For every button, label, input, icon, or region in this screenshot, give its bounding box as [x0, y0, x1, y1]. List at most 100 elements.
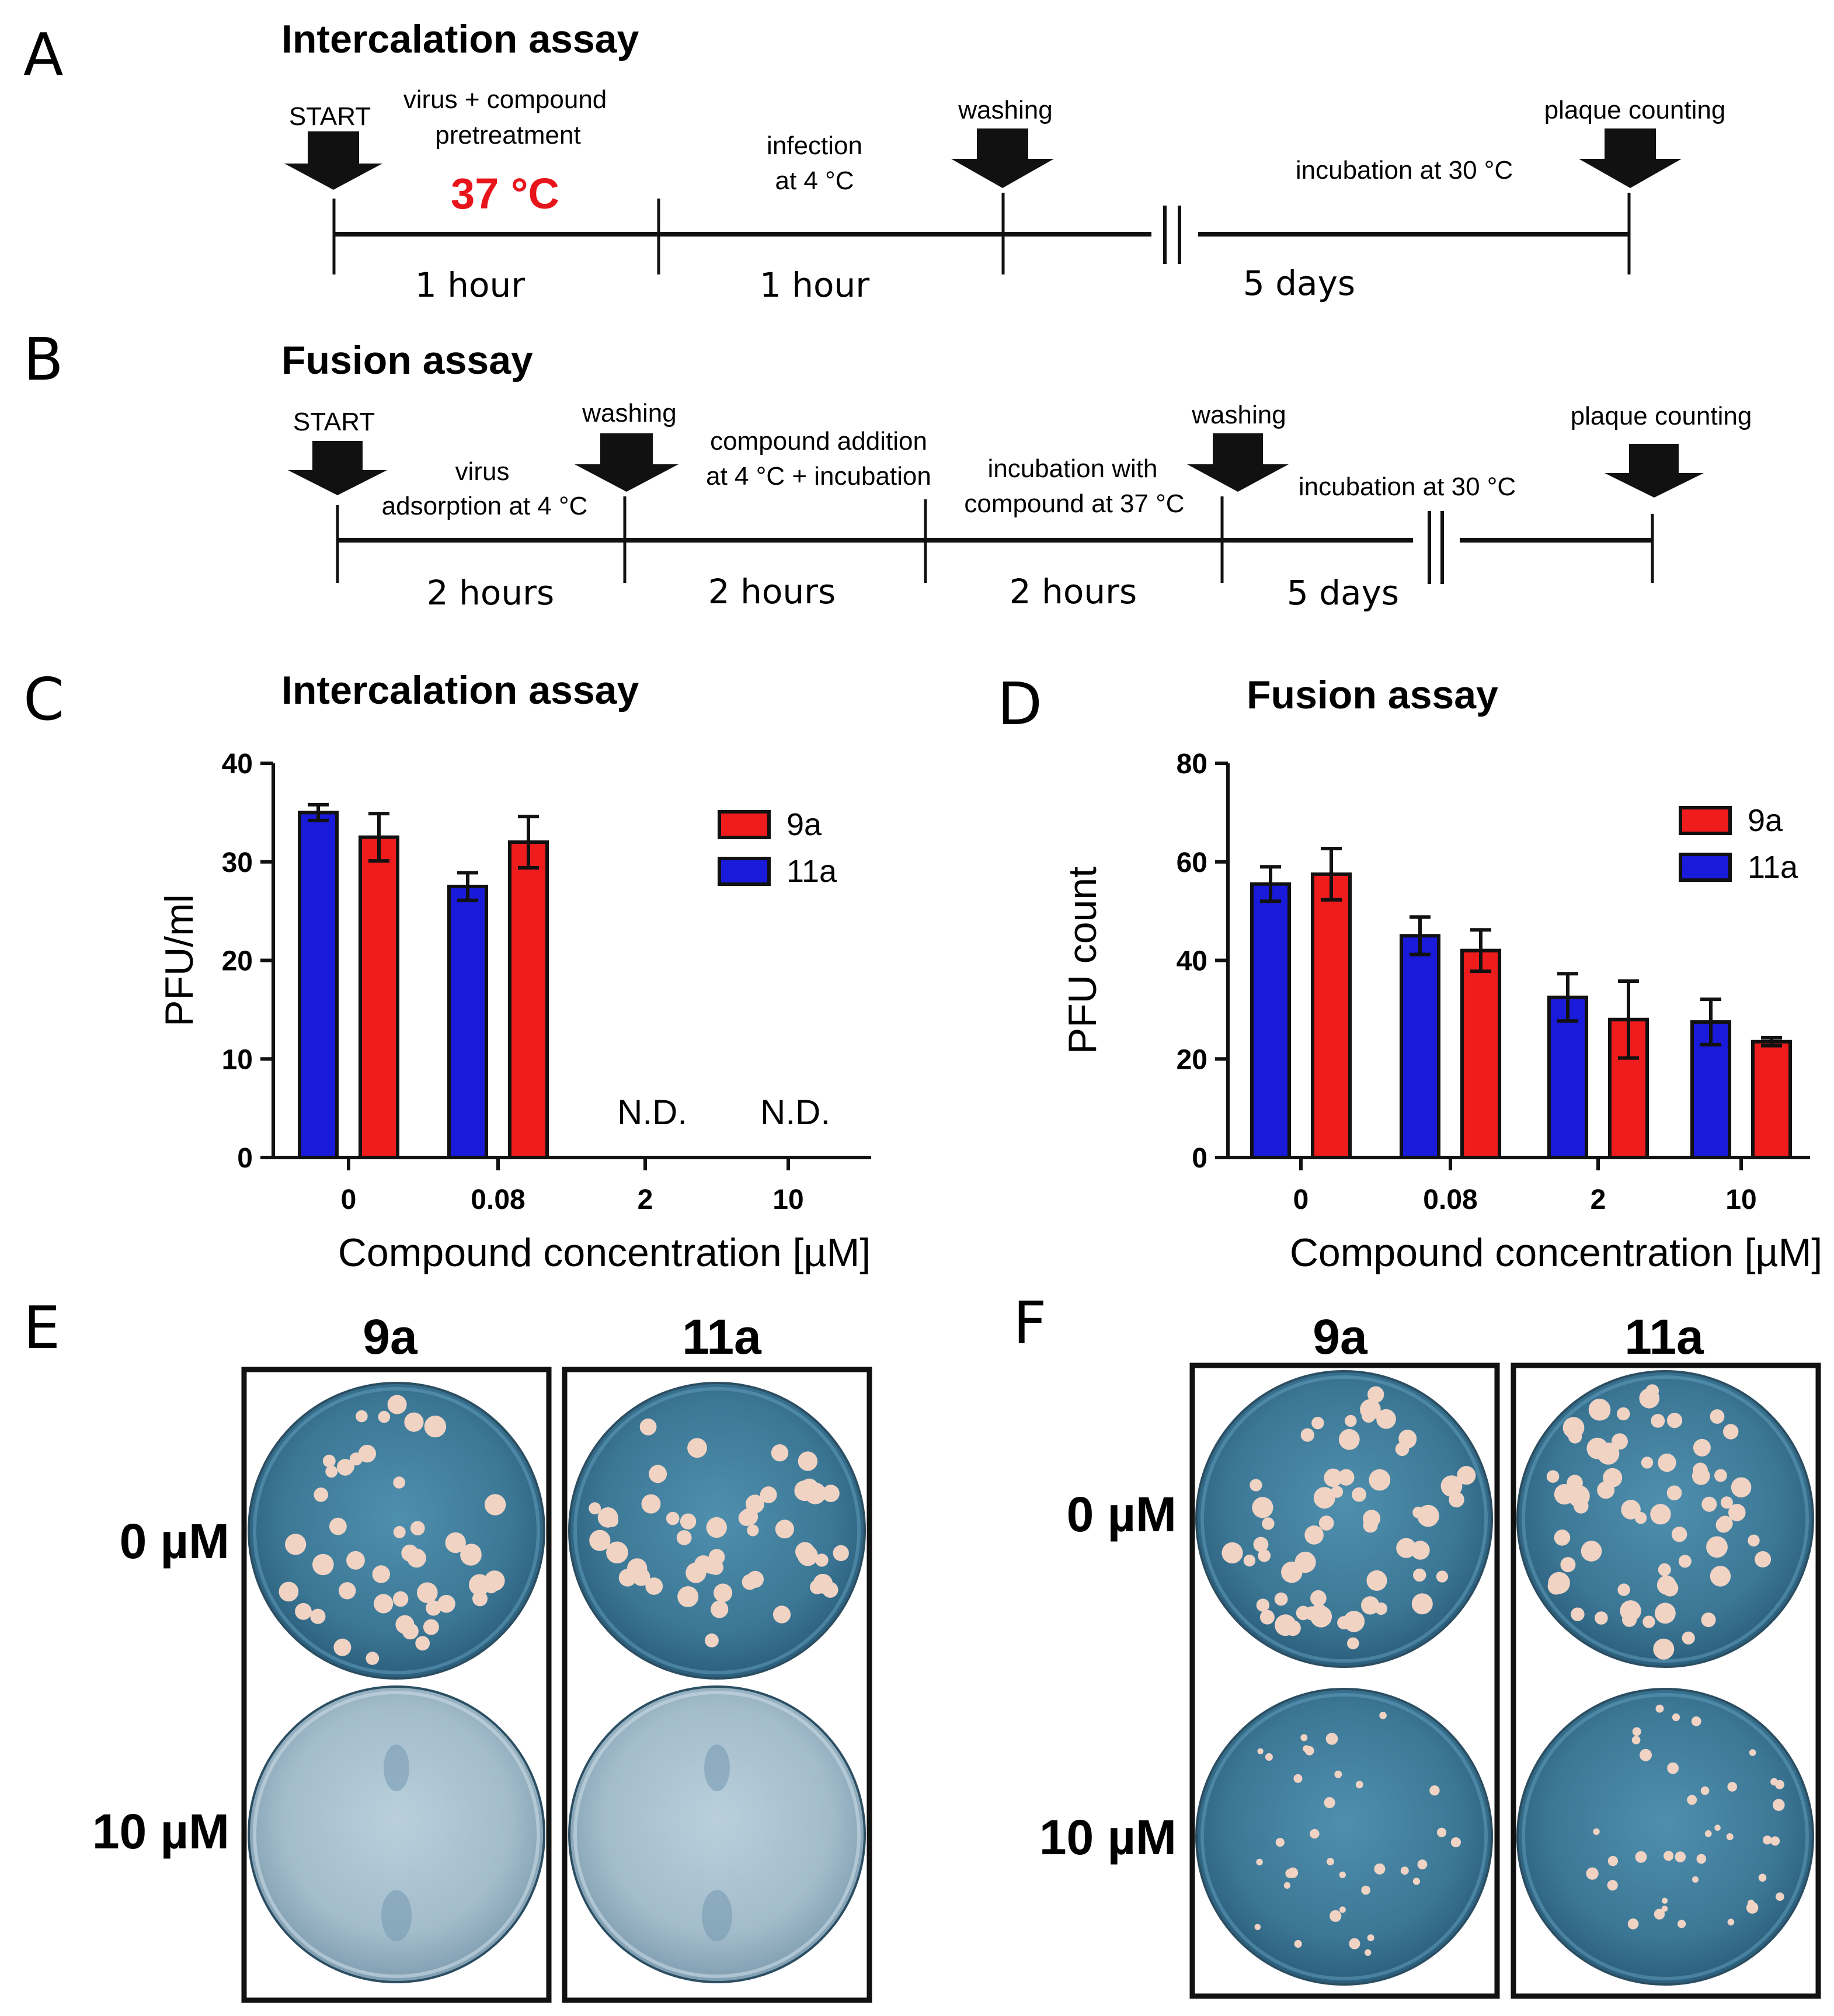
- label-adsorption: adsorption at 4 °C: [382, 492, 588, 520]
- bar-9a: [1311, 872, 1352, 1159]
- panel-f: F 9a 11a 0 µM 10 µM: [1013, 1289, 1821, 1999]
- plaque: [747, 1524, 759, 1537]
- plaque: [1770, 1836, 1780, 1846]
- x-tick-label: 0.08: [471, 1184, 525, 1215]
- bar-11a: [1400, 934, 1440, 1159]
- plaque: [417, 1582, 438, 1603]
- plaque: [279, 1581, 299, 1602]
- label-pretreat: pretreatment: [435, 121, 580, 150]
- plate-stain: [381, 1890, 412, 1942]
- y-tick-label: 20: [1177, 1044, 1207, 1075]
- plaque: [1365, 1949, 1372, 1956]
- duration-a: 1 hour: [760, 265, 869, 305]
- panel-d-title: Fusion assay: [1247, 673, 1498, 717]
- plaque: [1243, 1555, 1256, 1567]
- plaque: [310, 1608, 326, 1624]
- x-axis-label: Compound concentration [µM]: [338, 1231, 871, 1275]
- plaque: [1376, 1409, 1396, 1429]
- plaque: [1417, 1859, 1428, 1869]
- plaque: [1310, 1605, 1332, 1628]
- plaque: [1296, 1605, 1311, 1621]
- plaque: [393, 1476, 405, 1489]
- plaque: [1640, 1749, 1652, 1761]
- duration-b: 2 hours: [427, 573, 554, 613]
- plaque: [1714, 1469, 1727, 1482]
- x-tick-label: 0: [341, 1184, 357, 1215]
- panel-letter-f: F: [1013, 1289, 1047, 1357]
- plaque: [1411, 1593, 1433, 1615]
- panel-b: B Fusion assay START virus adsorption at…: [23, 325, 1752, 613]
- panel-e: E 9a 11a 0 µM 10 µM: [23, 1294, 872, 2003]
- panel-letter-b: B: [23, 325, 64, 394]
- plaque: [1324, 1468, 1342, 1487]
- sample-frame: [562, 1367, 872, 2003]
- label-infection: at 4 °C: [775, 166, 854, 195]
- plaque: [1324, 1797, 1335, 1809]
- bar-9a: [508, 840, 549, 1159]
- plaque: [423, 1619, 439, 1635]
- plaque: [378, 1410, 391, 1423]
- y-tick-label: 0: [1192, 1143, 1207, 1174]
- label-incubation: incubation at 30 °C: [1299, 472, 1516, 501]
- plaque: [374, 1594, 394, 1614]
- plaque: [1338, 1469, 1355, 1486]
- plaque: [1650, 1504, 1671, 1525]
- plaque: [1548, 1572, 1570, 1594]
- plaque: [1345, 1414, 1357, 1427]
- plaque: [1658, 1563, 1671, 1576]
- plaque: [1632, 1727, 1641, 1736]
- plaque: [800, 1478, 819, 1497]
- plaque: [1285, 1620, 1301, 1636]
- label-temperature: 37 °C: [451, 169, 559, 218]
- label-compound-addition: compound addition: [710, 427, 927, 456]
- plaque: [424, 1415, 447, 1438]
- plaque: [1352, 1487, 1367, 1502]
- plaque: [703, 1556, 722, 1574]
- y-axis-label: PFU/ml: [157, 894, 201, 1027]
- plaque: [1723, 1424, 1739, 1440]
- duration-b: 2 hours: [708, 572, 836, 611]
- plaque: [1717, 1516, 1733, 1531]
- plaque: [1658, 1453, 1676, 1472]
- plaque: [1667, 1762, 1679, 1774]
- plaque: [1330, 1910, 1342, 1922]
- plaque: [1746, 1902, 1759, 1914]
- y-tick-label: 20: [222, 946, 253, 977]
- plaque: [415, 1636, 430, 1651]
- x-tick-label: 2: [1591, 1184, 1606, 1215]
- y-tick-label: 0: [237, 1143, 253, 1174]
- plate-rim: [253, 1691, 540, 1978]
- label-incubation-with: compound at 37 °C: [964, 489, 1184, 518]
- y-tick-label: 30: [222, 847, 253, 878]
- plaque: [1571, 1607, 1585, 1621]
- plaque: [1411, 1541, 1430, 1560]
- plaque: [295, 1603, 312, 1620]
- plaque: [1593, 1828, 1600, 1835]
- plaque: [1642, 1615, 1655, 1628]
- plaque: [333, 1638, 352, 1656]
- chart-intercalation: 0 10 20 30 40 0 0.08 2 10 N.D. N.D. Compound concen…: [157, 749, 871, 1275]
- plaque: [372, 1565, 390, 1583]
- plaque: [746, 1494, 764, 1514]
- plaque: [1696, 1854, 1707, 1864]
- label-start: START: [293, 408, 375, 436]
- plaque: [1361, 1596, 1380, 1615]
- plaque: [1682, 1631, 1695, 1645]
- plaque: [711, 1600, 729, 1618]
- plaque: [1654, 1909, 1665, 1920]
- x-tick-label: 2: [638, 1184, 653, 1215]
- plaque: [1728, 1504, 1746, 1521]
- plaque: [1621, 1500, 1641, 1520]
- row-label: 10 µM: [1039, 1810, 1177, 1865]
- plaque: [410, 1521, 425, 1535]
- plaque: [1595, 1611, 1608, 1625]
- bar-11a: [1250, 882, 1291, 1159]
- culture-plate: [248, 1685, 545, 1983]
- plaque: [1257, 1748, 1264, 1754]
- arrow-icon: [951, 128, 1054, 188]
- y-axis-label: PFU count: [1060, 867, 1105, 1054]
- legend-swatch-11a: [718, 857, 771, 886]
- label-infection: infection: [767, 131, 862, 160]
- sample-frame: [1511, 1362, 1821, 1999]
- plaque: [1546, 1470, 1560, 1483]
